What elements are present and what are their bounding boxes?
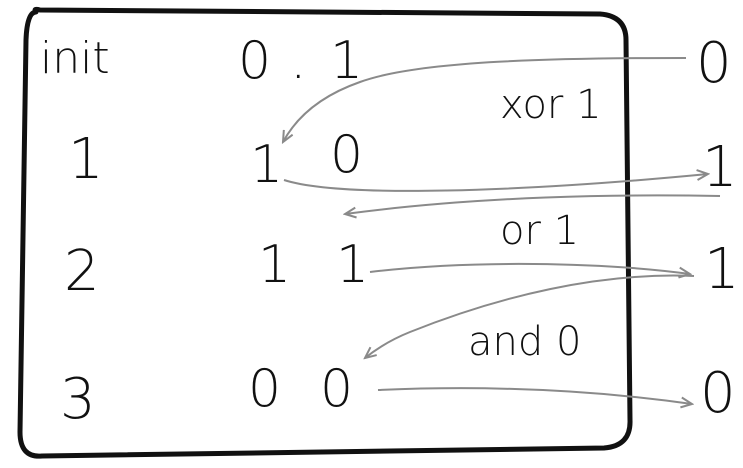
row3-value-b: 0: [320, 359, 353, 419]
step-label-1: 1: [68, 127, 104, 192]
operation-or: or 1: [500, 208, 579, 254]
operation-and: and 0: [468, 319, 581, 365]
init-value-separator: .: [290, 31, 307, 91]
row1-value-a: 1: [250, 135, 283, 195]
operation-xor: xor 1: [500, 82, 602, 128]
arrow-row3-to-output: [377, 387, 692, 404]
input-value-1: 0: [696, 31, 732, 96]
arrow-row1-to-output: [283, 174, 708, 192]
step-label-init: init: [40, 33, 110, 84]
input-value-2: 1: [702, 135, 738, 200]
input-value-3: 1: [704, 237, 740, 302]
row3-value-a: 0: [248, 359, 281, 419]
arrow-input-to-row1: [283, 57, 687, 142]
arrow-row2-to-output: [369, 262, 690, 274]
step-label-2: 2: [64, 239, 100, 304]
row1-value-b: 0: [330, 125, 363, 185]
step-label-3: 3: [60, 367, 96, 432]
row2-value-b: 1: [336, 235, 369, 295]
arrow-output-to-row2: [345, 194, 721, 214]
input-value-4: 0: [700, 361, 736, 426]
arrow-output-to-row3: [365, 274, 695, 358]
row2-value-a: 1: [258, 235, 291, 295]
init-value-a: 0: [238, 31, 271, 91]
init-value-b: 1: [330, 31, 363, 91]
table-border: [17, 6, 633, 459]
